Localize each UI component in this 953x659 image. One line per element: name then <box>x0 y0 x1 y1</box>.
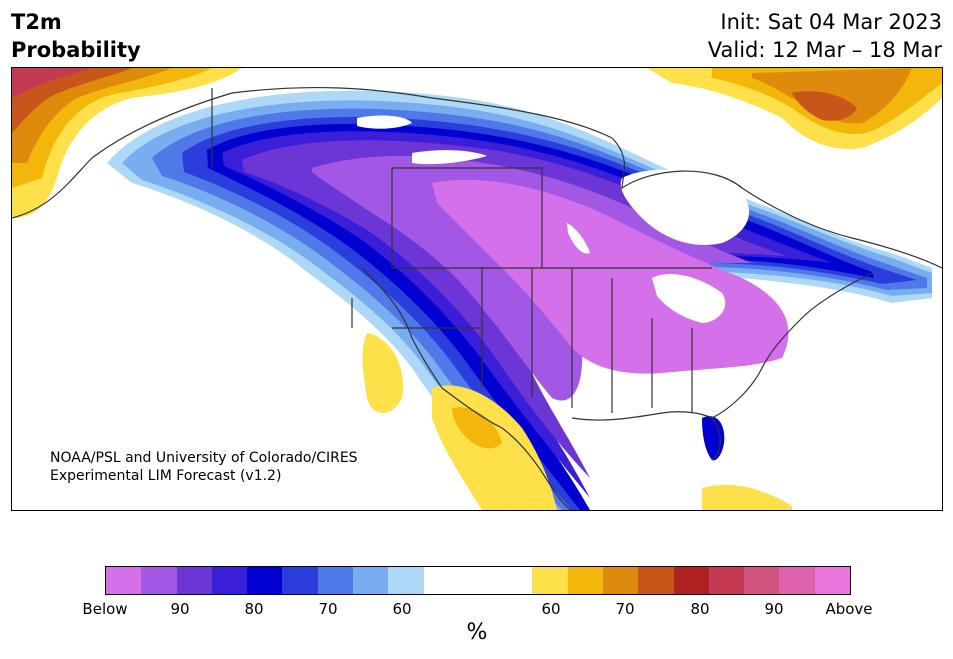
colorbar-swatch <box>602 567 639 594</box>
colorbar-swatch <box>708 567 745 594</box>
colorbar-swatch <box>317 567 354 594</box>
colorbar-tick-label: 90 <box>170 600 190 618</box>
probability-map <box>12 68 942 510</box>
colorbar-tick-label: Below <box>82 600 128 618</box>
credit-text: NOAA/PSL and University of Colorado/CIRE… <box>50 449 358 485</box>
colorbar-swatch <box>247 567 283 594</box>
colorbar-tick-label: 70 <box>318 600 338 618</box>
colorbar-tick-label: 60 <box>392 600 412 618</box>
valid-date: Valid: 12 Mar – 18 Mar <box>707 38 942 62</box>
colorbar-swatch <box>779 567 815 594</box>
colorbar-swatch <box>532 567 568 594</box>
colorbar-unit: % <box>466 620 488 645</box>
colorbar-tick-label: 80 <box>690 600 710 618</box>
colorbar-swatch <box>211 567 248 594</box>
title-line-1: T2m <box>11 10 62 34</box>
title-line-2: Probability <box>11 38 141 62</box>
forecast-dates: Init: Sat 04 Mar 2023 Valid: 12 Mar – 18… <box>708 8 942 64</box>
colorbar-swatch <box>638 567 674 594</box>
credit-line-2: Experimental LIM Forecast (v1.2) <box>50 468 282 484</box>
map-panel: NOAA/PSL and University of Colorado/CIRE… <box>11 67 943 511</box>
colorbar-tick-label: Above <box>825 600 873 618</box>
coastlines <box>12 86 942 510</box>
colorbar-swatch <box>673 567 709 594</box>
colorbar-swatch <box>567 567 603 594</box>
colorbar-swatch <box>388 567 424 594</box>
credit-line-1: NOAA/PSL and University of Colorado/CIRE… <box>50 450 358 466</box>
init-date: Init: Sat 04 Mar 2023 <box>720 10 942 34</box>
colorbar-tick-label: 90 <box>764 600 784 618</box>
probability-contours <box>12 68 942 510</box>
colorbar-swatch <box>744 567 780 594</box>
colorbar-swatch <box>814 567 851 594</box>
colorbar-swatch <box>176 567 212 594</box>
colorbar-swatch <box>353 567 389 594</box>
colorbar <box>105 566 851 595</box>
map-title: T2m Probability <box>11 8 141 64</box>
colorbar-swatch <box>141 567 177 594</box>
colorbar-tick-label: 80 <box>244 600 264 618</box>
colorbar-swatch <box>423 567 533 594</box>
colorbar-swatch <box>282 567 318 594</box>
colorbar-swatch <box>106 567 142 594</box>
colorbar-tick-label: 70 <box>615 600 635 618</box>
colorbar-tick-label: 60 <box>541 600 561 618</box>
